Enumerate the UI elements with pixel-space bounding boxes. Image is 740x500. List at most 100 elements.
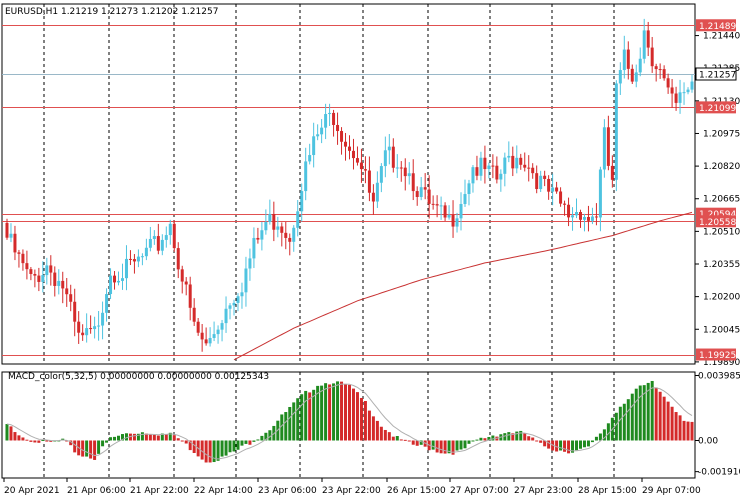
- candle-bull: [439, 205, 443, 207]
- macd-bar: [511, 433, 515, 441]
- candle-bear: [348, 146, 351, 151]
- macd-bar: [220, 440, 224, 457]
- candle-bear: [351, 150, 355, 159]
- candle-bear: [284, 232, 288, 238]
- candle-bull: [228, 305, 232, 309]
- candle-bear: [658, 69, 662, 71]
- price-chart[interactable]: 1.214401.212851.211301.209751.208201.206…: [0, 0, 740, 368]
- candle-bull: [252, 237, 256, 259]
- time-tick-label: 28 Apr 15:00: [578, 486, 637, 496]
- macd-bar: [455, 440, 459, 451]
- price-tick-label: 1.20045: [703, 325, 740, 335]
- candle-bull: [455, 218, 459, 227]
- candle-bull: [296, 211, 300, 228]
- macd-bar: [399, 439, 403, 441]
- macd-bar: [395, 436, 399, 441]
- candle-bear: [391, 146, 395, 168]
- candle-bull: [276, 226, 280, 230]
- candle-bull: [105, 294, 109, 313]
- macd-bar: [101, 440, 105, 447]
- time-tick-label: 27 Apr 23:00: [514, 486, 573, 496]
- macd-bar: [555, 440, 559, 452]
- macd-bar: [594, 436, 598, 441]
- candle-bear: [594, 216, 598, 218]
- candle-bear: [128, 258, 132, 260]
- macd-bar: [590, 440, 594, 443]
- macd-bar: [543, 440, 547, 447]
- candle-bear: [33, 273, 37, 276]
- macd-bar: [658, 391, 662, 441]
- candle-bull: [575, 212, 579, 216]
- candle-bull: [316, 134, 320, 137]
- macd-bar: [383, 429, 387, 441]
- macd-bar: [280, 414, 284, 441]
- macd-bar: [563, 440, 567, 452]
- macd-bar: [73, 440, 77, 453]
- macd-tick-label: 0.0039858: [698, 371, 740, 381]
- candle-bear: [363, 169, 367, 171]
- macd-bar: [97, 440, 101, 454]
- macd-bar: [371, 416, 375, 441]
- level-label: 1.21099: [699, 104, 736, 114]
- candle-bull: [690, 81, 694, 90]
- candle-bull: [419, 187, 423, 197]
- candle-bear: [578, 212, 582, 220]
- candle-bear: [531, 167, 535, 174]
- macd-bar: [33, 440, 37, 443]
- macd-bar: [132, 433, 136, 441]
- macd-bar: [559, 440, 563, 451]
- candle-bear: [113, 275, 117, 283]
- macd-bar: [212, 440, 216, 463]
- candle-bull: [168, 223, 172, 236]
- candle-bull: [57, 280, 61, 286]
- macd-bar: [479, 437, 483, 441]
- candle-bull: [97, 325, 101, 327]
- level-label-box: [696, 348, 736, 361]
- moving-average-line: [233, 211, 693, 361]
- candle-bear: [53, 272, 57, 286]
- macd-bar: [264, 432, 268, 441]
- macd-bar: [523, 433, 527, 441]
- macd-bar: [467, 440, 471, 444]
- candle-bear: [670, 87, 674, 94]
- macd-bar: [571, 440, 575, 453]
- macd-bar: [582, 440, 586, 448]
- macd-bar: [491, 435, 495, 441]
- candle-bear: [288, 237, 292, 242]
- macd-bar: [690, 421, 694, 441]
- macd-bar: [164, 434, 168, 441]
- candle-bear: [29, 269, 33, 274]
- candle-bear: [81, 332, 85, 336]
- macd-bar: [109, 437, 113, 441]
- price-frame: [1, 3, 696, 365]
- macd-bar: [355, 392, 359, 441]
- candle-bull: [164, 235, 168, 240]
- macd-grid: [1, 371, 696, 479]
- price-tick-label: 1.19890: [703, 358, 740, 368]
- horizontal-levels[interactable]: [2, 25, 695, 356]
- macd-bar: [415, 440, 419, 446]
- candle-bear: [17, 252, 21, 254]
- macd-panel[interactable]: 0.0039858 0.00 -0.001910 20 Apr 2021 21 Apr…: [0, 368, 740, 500]
- level-label: 1.20594: [699, 210, 736, 220]
- candle-bull: [642, 30, 646, 59]
- price-grid: [1, 3, 696, 365]
- macd-bar: [678, 415, 682, 441]
- macd-bar: [487, 436, 491, 441]
- macd-bar: [85, 440, 89, 457]
- candle-bear: [483, 157, 487, 170]
- macd-bar: [578, 440, 582, 449]
- macd-bar: [144, 433, 148, 441]
- macd-bar: [17, 435, 21, 441]
- macd-bar: [296, 398, 300, 441]
- candle-bear: [73, 301, 77, 322]
- candle-bear: [415, 191, 419, 197]
- candle-bull: [590, 216, 594, 221]
- candle-bull: [304, 161, 308, 192]
- candle-bull: [375, 182, 379, 202]
- macd-bar: [439, 440, 443, 454]
- candle-bear: [180, 269, 184, 282]
- candle-bear: [646, 30, 650, 48]
- candle-bull: [93, 326, 97, 330]
